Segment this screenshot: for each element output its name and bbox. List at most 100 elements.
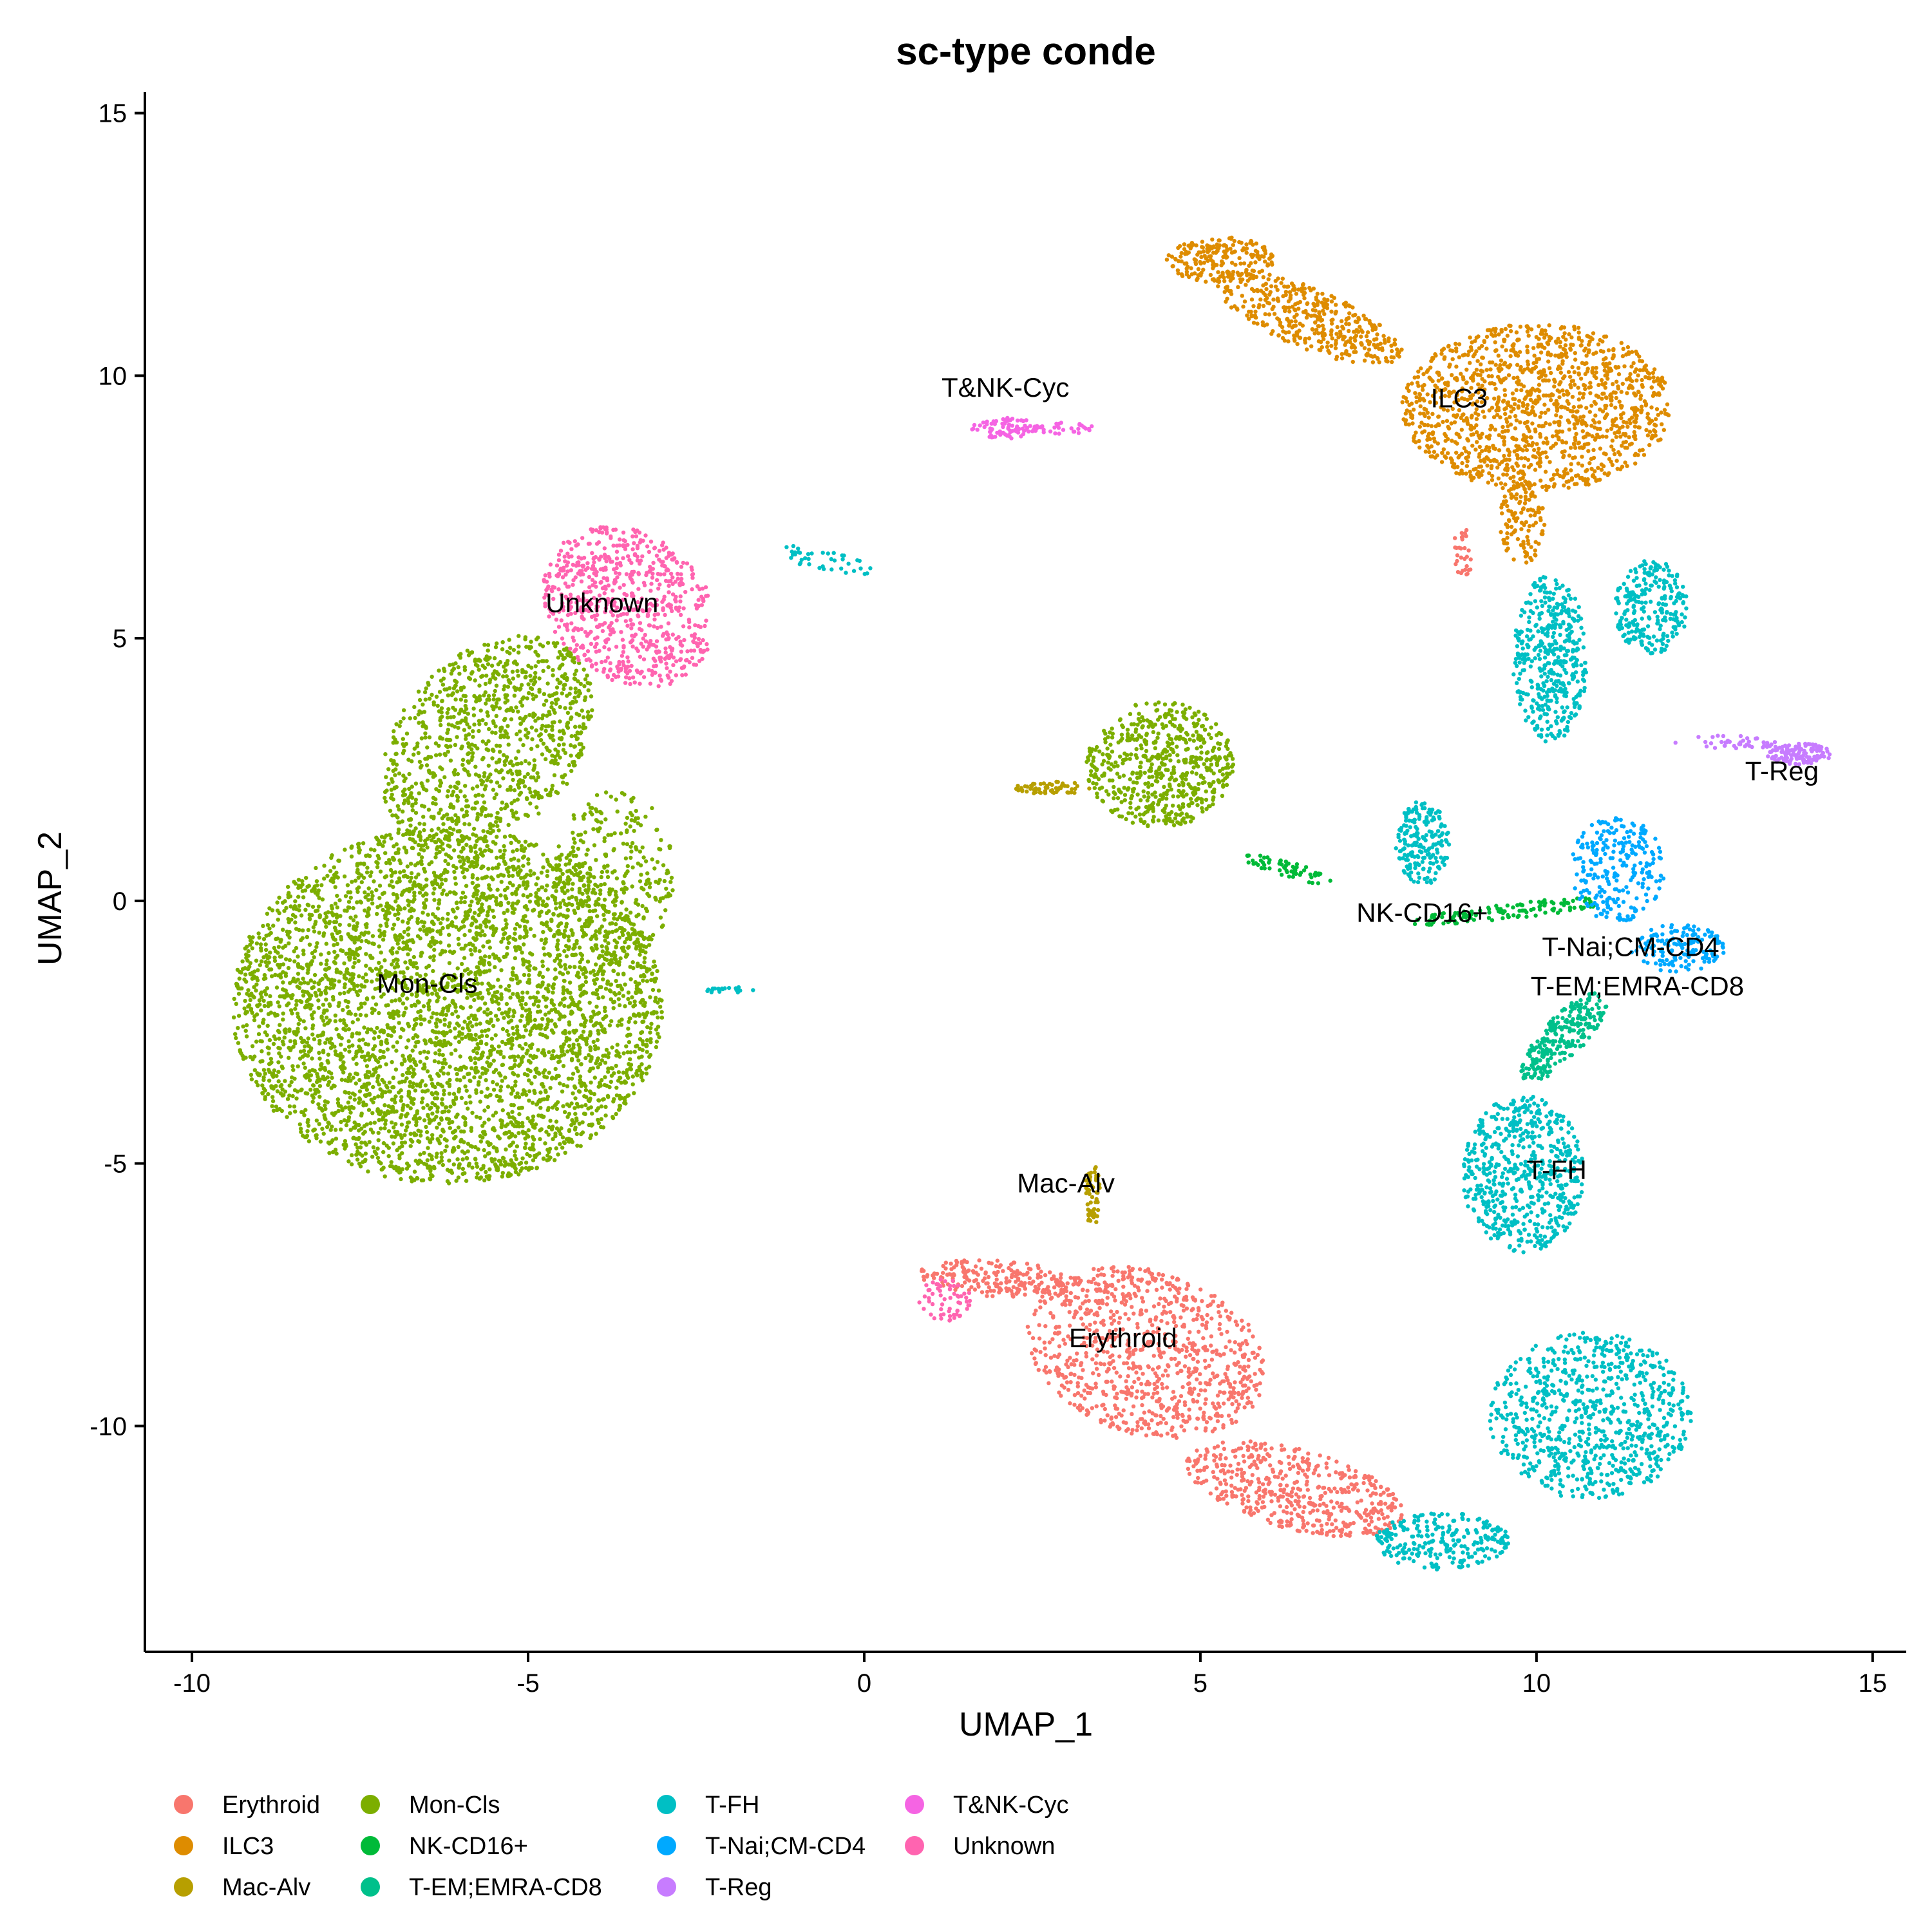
data-point [335, 893, 339, 898]
data-point [277, 1036, 281, 1041]
data-point [1601, 464, 1606, 469]
data-point [1472, 475, 1476, 480]
data-point [1488, 427, 1493, 431]
data-point [463, 1122, 468, 1128]
data-point [1615, 466, 1620, 471]
data-point [1078, 1363, 1083, 1368]
data-point [1329, 1489, 1334, 1493]
data-point [1239, 240, 1244, 245]
data-point [1228, 273, 1233, 278]
data-point [279, 1065, 284, 1069]
data-point [994, 1277, 999, 1282]
data-point [1119, 1300, 1124, 1305]
data-point [1524, 560, 1529, 565]
data-point [1150, 1418, 1154, 1423]
data-point [1539, 410, 1544, 415]
data-point [502, 844, 506, 849]
data-point [545, 1094, 551, 1099]
data-point [1385, 1515, 1390, 1519]
data-point [1466, 548, 1471, 553]
data-point [1130, 1267, 1135, 1271]
data-point [1343, 1506, 1348, 1510]
data-point [1232, 238, 1236, 243]
data-point [1374, 1479, 1378, 1484]
data-point [1245, 1375, 1251, 1380]
data-point [1221, 1390, 1226, 1395]
data-point [1382, 337, 1387, 342]
data-point [1230, 1421, 1235, 1425]
data-point [1325, 345, 1329, 349]
data-point [1545, 440, 1549, 444]
data-point [509, 840, 513, 846]
data-point [1491, 327, 1496, 332]
data-point [1240, 1493, 1244, 1497]
data-point [1406, 383, 1410, 387]
chart-title: sc-type conde [896, 30, 1155, 73]
data-point [1034, 1349, 1039, 1353]
data-point [1233, 249, 1237, 254]
data-point [1121, 1420, 1126, 1425]
data-point [1643, 363, 1649, 368]
data-point [1361, 314, 1366, 318]
data-point [1533, 468, 1538, 472]
data-point [1537, 510, 1542, 515]
data-point [1509, 524, 1514, 529]
data-point [1296, 1495, 1301, 1499]
data-point [985, 1294, 989, 1298]
data-point [435, 1125, 439, 1130]
data-point [1306, 1451, 1311, 1456]
data-point [1320, 317, 1325, 323]
data-point [1572, 327, 1577, 332]
data-point [1090, 1343, 1095, 1348]
data-point [1329, 332, 1334, 337]
data-point [1289, 1511, 1294, 1516]
data-point [1184, 1349, 1189, 1353]
data-point [1261, 303, 1266, 308]
data-point [1507, 323, 1511, 328]
data-point [1546, 408, 1551, 412]
data-point [1588, 381, 1593, 385]
data-point [401, 1073, 405, 1077]
data-point [1539, 329, 1544, 334]
data-point [1502, 362, 1506, 366]
data-point [1539, 350, 1544, 355]
data-point [457, 942, 461, 947]
data-point [1370, 1475, 1374, 1480]
data-point [1578, 404, 1583, 409]
data-point [1048, 1356, 1054, 1360]
data-point [437, 849, 442, 855]
data-point [1466, 353, 1470, 357]
data-point [1109, 1309, 1113, 1314]
data-point [542, 946, 546, 951]
data-point [1110, 1321, 1114, 1326]
data-point [1496, 354, 1501, 358]
data-point [1197, 1329, 1201, 1334]
data-point [1191, 1397, 1195, 1403]
data-point [1453, 545, 1457, 550]
data-point [1642, 453, 1647, 457]
data-point [983, 1271, 988, 1276]
data-point [1195, 1399, 1200, 1404]
data-point [1537, 375, 1542, 381]
data-point [1468, 361, 1472, 365]
data-point [1273, 1474, 1277, 1479]
data-point [567, 1030, 572, 1035]
data-point [1193, 1368, 1198, 1374]
data-point [1514, 444, 1519, 448]
data-point [1188, 1341, 1192, 1346]
data-point [1258, 1460, 1263, 1464]
data-point [1121, 1327, 1125, 1332]
data-point [424, 1124, 428, 1130]
data-point [1521, 540, 1526, 544]
data-point [985, 1289, 990, 1294]
data-point [1454, 562, 1458, 567]
data-point [1250, 1350, 1255, 1355]
data-point [1258, 1381, 1262, 1386]
data-point [1611, 448, 1616, 452]
data-point [1140, 1403, 1144, 1408]
data-point [1347, 353, 1352, 357]
data-point [1206, 1303, 1210, 1309]
data-point [1198, 261, 1203, 266]
data-point [1350, 343, 1355, 347]
data-point [1247, 1328, 1251, 1333]
